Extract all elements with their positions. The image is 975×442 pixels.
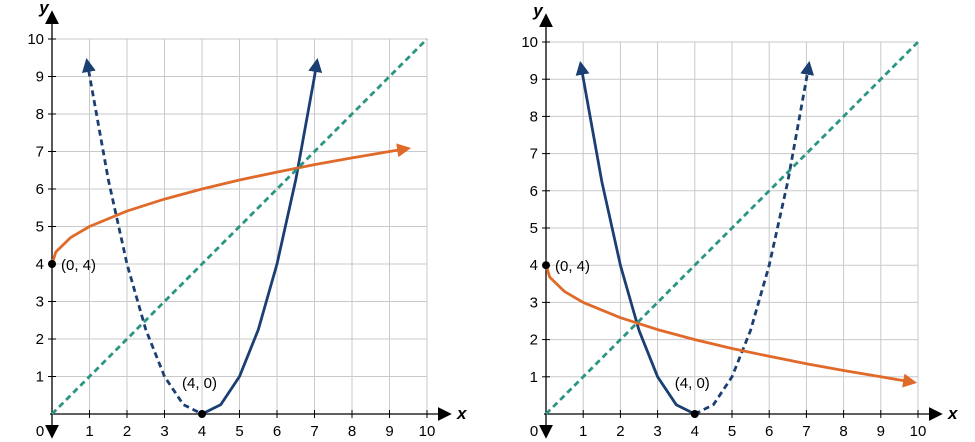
point-label: (0, 4): [555, 258, 590, 275]
y-tick-label: 9: [36, 69, 44, 86]
x-tick-label: 9: [877, 423, 885, 440]
y-tick-label: 1: [36, 369, 44, 386]
origin-label: 0: [530, 423, 538, 440]
y-tick-label: 3: [530, 294, 538, 311]
x-tick-label: 10: [419, 423, 436, 440]
x-tick-label: 8: [348, 423, 356, 440]
y-tick-label: 5: [36, 219, 44, 236]
x-axis-label: x: [947, 404, 959, 423]
y-tick-label: 4: [530, 257, 538, 274]
x-tick-label: 4: [198, 423, 206, 440]
y-axis-label: y: [532, 1, 544, 20]
series-parabola-left-branch: [575, 60, 696, 416]
x-tick-label: 10: [910, 423, 927, 440]
point-marker: [198, 410, 206, 418]
series-decreasing-sqrt-curve: [544, 264, 918, 388]
y-tick-label: 4: [36, 256, 44, 273]
point-marker: [542, 261, 550, 270]
series-identity-line: [545, 41, 919, 415]
y-tick-label: 10: [27, 31, 44, 48]
y-tick-label: 9: [530, 71, 538, 88]
x-tick-label: 3: [653, 423, 661, 440]
x-tick-label: 1: [85, 423, 93, 440]
point-label: (4, 0): [675, 375, 710, 392]
chart-right: 1 2 3 4 5 6 7 8 9 10 1 2 3 4 5 6 7 8 9 10 0 x y (0, 4) (4, 0): [521, 1, 959, 440]
y-tick-label: 2: [36, 331, 44, 348]
y-tick-label: 7: [36, 144, 44, 161]
x-tick-label: 8: [839, 423, 847, 440]
y-tick-label: 3: [36, 294, 44, 311]
x-tick-label: 1: [579, 423, 587, 440]
y-tick-label: 7: [530, 146, 538, 163]
x-tick-label: 2: [616, 423, 624, 440]
x-tick-label: 4: [691, 423, 699, 440]
y-tick-label: 5: [530, 220, 538, 237]
x-axis-label: x: [456, 404, 468, 423]
series-sqrt-curve: [50, 143, 412, 265]
series-parabola-right-branch: [694, 60, 815, 416]
x-tick-label: 9: [385, 423, 393, 440]
point-marker: [690, 410, 699, 418]
y-tick-label: 10: [521, 34, 538, 51]
series-parabola-left-branch: [81, 58, 203, 416]
x-tick-label: 3: [160, 423, 168, 440]
series-identity-line: [51, 38, 428, 415]
y-tick-label: 6: [530, 183, 538, 200]
x-tick-label: 6: [273, 423, 281, 440]
y-tick-label: 6: [36, 181, 44, 198]
x-tick-label: 2: [123, 423, 131, 440]
chart-left: 1 2 3 4 5 6 7 8 9 10 1 2 3 4 5 6 7 8 9 10 0 x y (0, 4) (4, 0): [27, 0, 468, 440]
point-label: (0, 4): [61, 257, 96, 274]
y-tick-label: 2: [530, 332, 538, 349]
grid: [52, 38, 428, 414]
origin-label: 0: [36, 423, 44, 440]
point-label: (4, 0): [182, 375, 217, 392]
x-tick-label: 6: [765, 423, 773, 440]
x-tick-label: 5: [728, 423, 736, 440]
y-tick-label: 1: [530, 369, 538, 386]
series-parabola-right-branch: [201, 58, 323, 416]
y-tick-label: 8: [530, 108, 538, 125]
grid: [546, 41, 919, 414]
y-axis-label: y: [38, 0, 50, 17]
x-tick-label: 7: [310, 423, 318, 440]
x-tick-label: 5: [235, 423, 243, 440]
point-marker: [48, 260, 56, 268]
x-tick-label: 7: [802, 423, 810, 440]
y-tick-label: 8: [36, 106, 44, 123]
